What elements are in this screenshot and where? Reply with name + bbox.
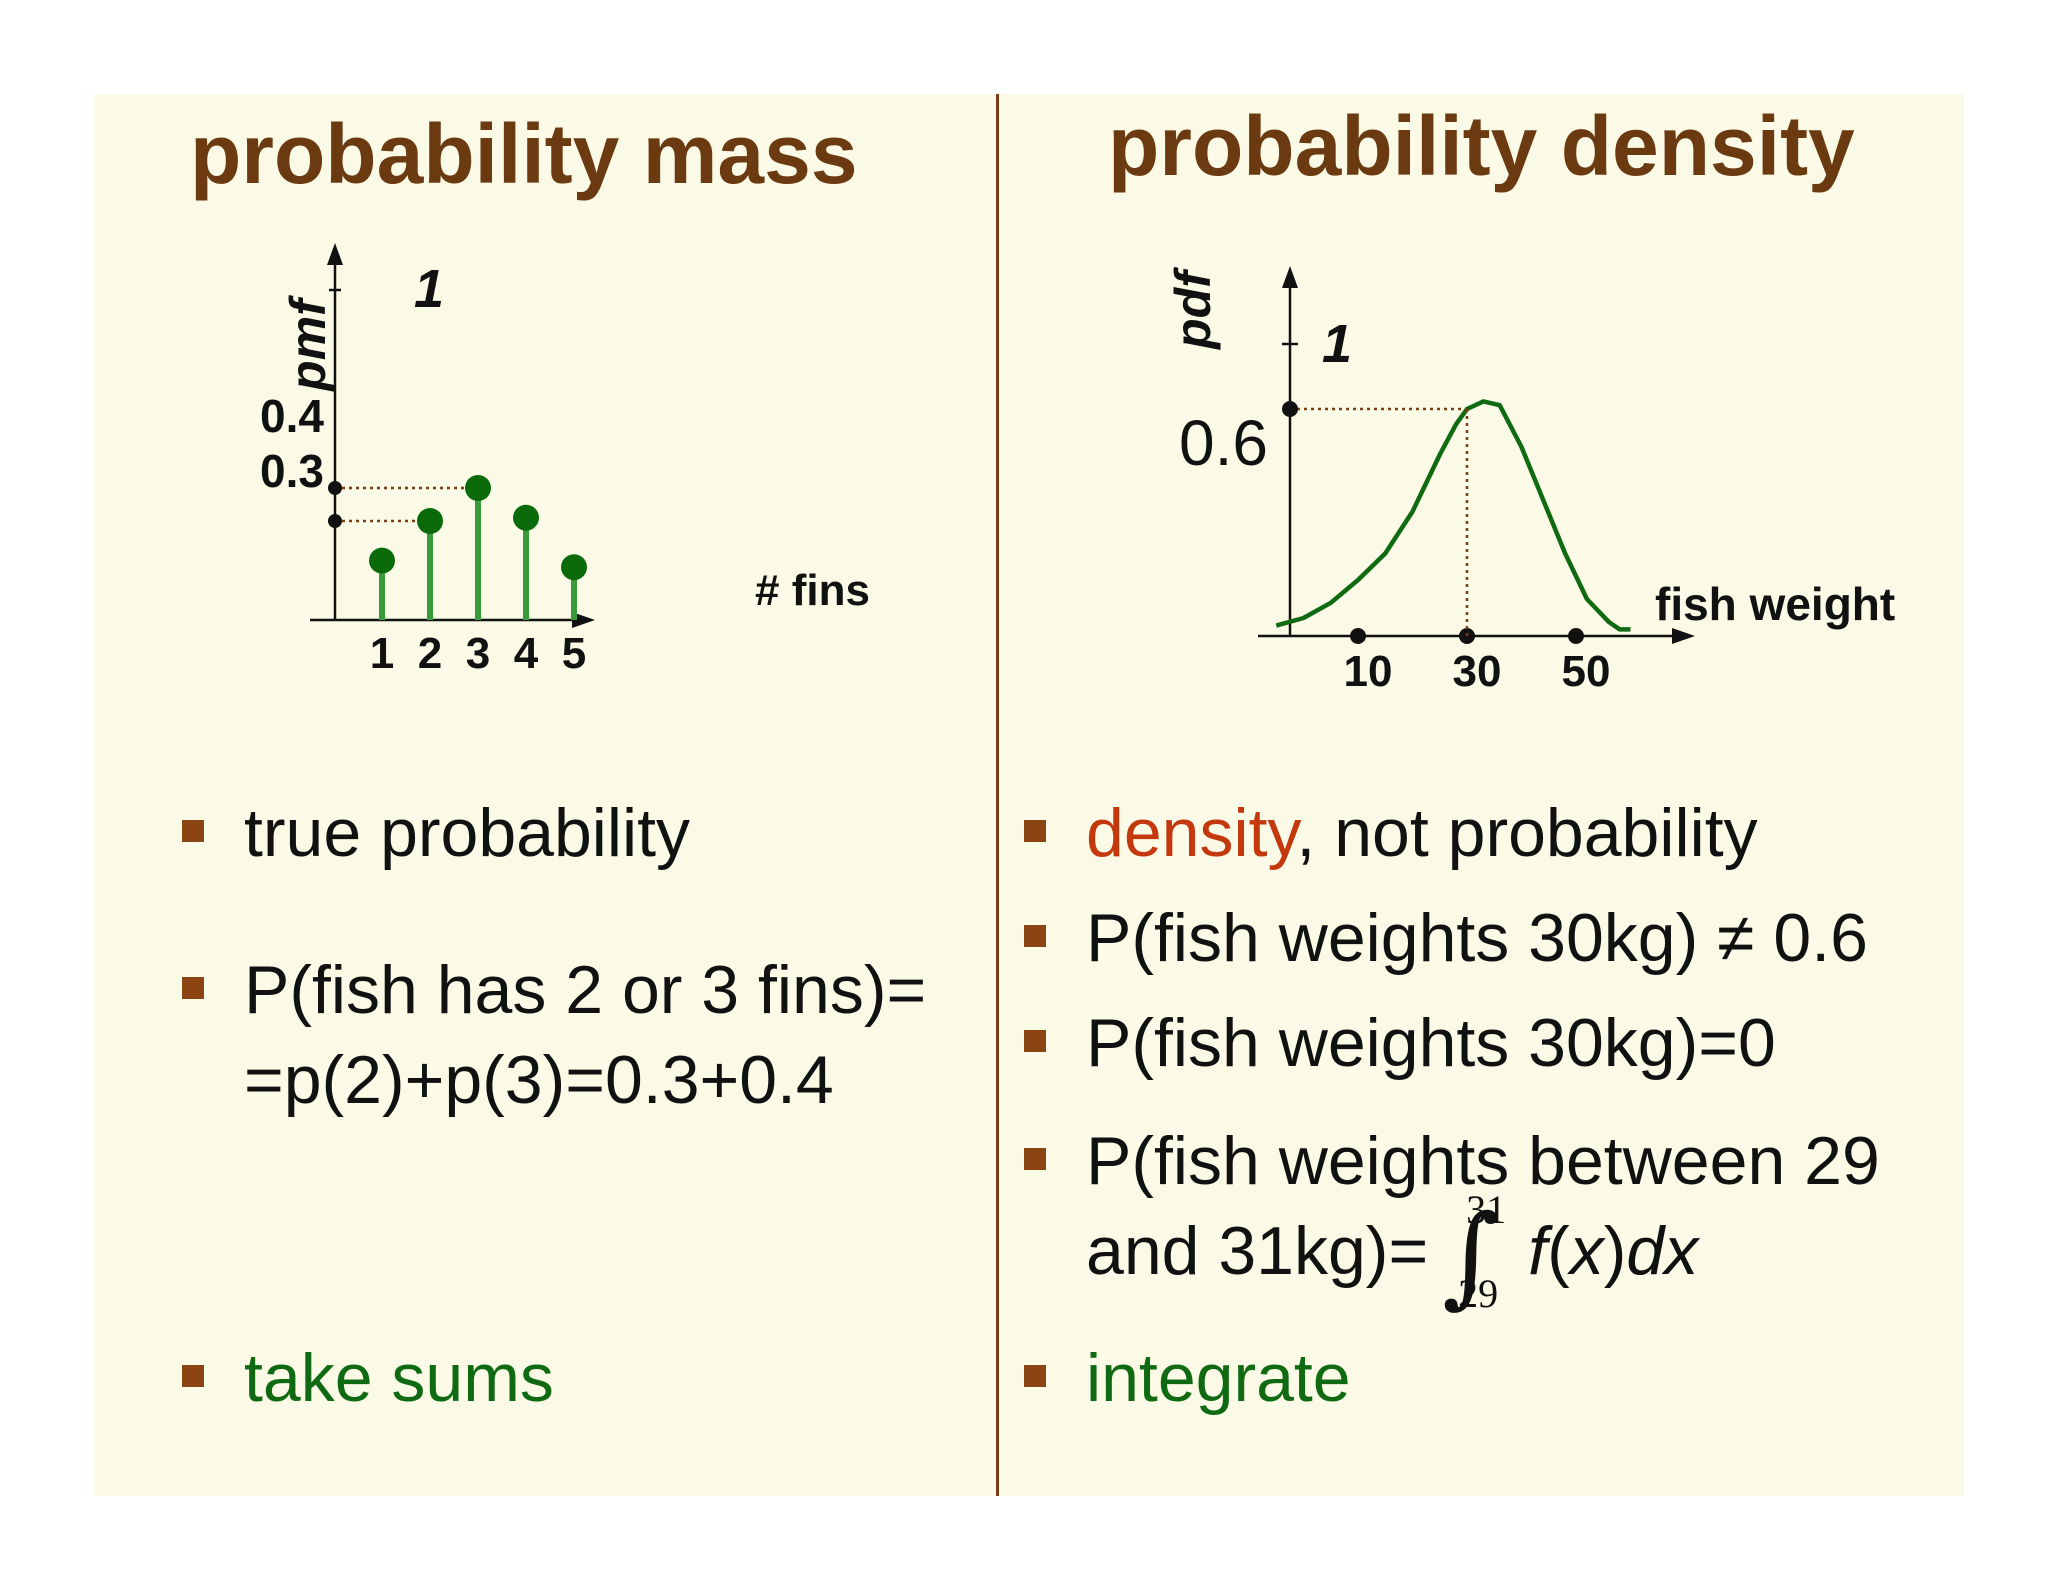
integrand-x: x (1569, 1213, 1604, 1289)
left-bullet-3: take sums (244, 1340, 554, 1416)
integrand-close-paren: ) (1603, 1213, 1627, 1289)
left-bullet-1: true probability (244, 795, 691, 871)
pdf-ytick-06: 0.6 (1179, 407, 1268, 479)
right-bullet-4-line1: P(fish weights between 29 (1086, 1123, 1880, 1199)
bullet-marker (182, 820, 204, 842)
pdf-curve (1275, 399, 1631, 632)
pdf-xtick-50: 50 (1562, 647, 1611, 696)
pmf-y-arrow (327, 243, 343, 265)
integrand-open-paren: ( (1547, 1213, 1570, 1289)
integrand-f: f (1528, 1213, 1548, 1289)
pdf-marks: 10 30 50 (1258, 266, 1695, 696)
pmf-axes (327, 243, 343, 620)
pdf-xtick-dot-50 (1568, 628, 1584, 644)
pmf-ytick-top: 1 (414, 259, 444, 319)
bullet-marker (1024, 1030, 1046, 1052)
bullet-marker (1024, 820, 1046, 842)
pmf-xtick-3: 3 (466, 629, 490, 678)
pdf-xtick-dot-10 (1350, 628, 1366, 644)
left-bullet-2-line2: =p(2)+p(3)=0.3+0.4 (244, 1042, 834, 1118)
pmf-guide-dot (328, 514, 342, 528)
pdf-xlabel: fish weight (1655, 578, 1895, 630)
slide-background (94, 94, 1964, 1496)
pmf-xtick-4: 4 (514, 629, 539, 678)
bullet-marker (182, 977, 204, 999)
integrand-dx: dx (1626, 1213, 1699, 1289)
integral-lower-limit: 29 (1458, 1271, 1499, 1316)
pmf-xtick-5: 5 (562, 629, 586, 678)
pdf-chart: pdf 1 0.6 fish weight 10 30 50 (1165, 266, 1895, 696)
right-bullet-4-line2-text: and 31kg)= (1086, 1213, 1429, 1289)
pmf-guide-dot (328, 481, 342, 495)
pmf-xtick-1: 1 (370, 629, 394, 678)
pmf-point-4 (513, 504, 539, 531)
right-bullet-2: P(fish weights 30kg) ≠ 0.6 (1086, 900, 1868, 976)
left-bullet-2-line1: P(fish has 2 or 3 fins)= (244, 952, 927, 1028)
pmf-point-1 (369, 547, 395, 574)
bullet-marker (1024, 1365, 1046, 1387)
integral-symbol: ∫ 31 29 (1442, 1187, 1507, 1319)
right-bullet-4-line2: and 31kg)= ∫ 31 29 f(x)dx (1086, 1187, 1699, 1319)
pdf-x-arrow (1672, 628, 1695, 644)
pdf-y-arrow (1282, 266, 1298, 288)
right-heading: probability density (1108, 99, 1855, 193)
integral-upper-limit: 31 (1466, 1187, 1507, 1232)
density-highlight: density (1086, 795, 1297, 871)
bullet-marker (1024, 1148, 1046, 1170)
pmf-x-arrow (572, 612, 595, 628)
right-bullet-3: P(fish weights 30kg)=0 (1086, 1005, 1776, 1081)
pdf-ylabel: pdf (1165, 267, 1221, 351)
pdf-xtick-30: 30 (1453, 647, 1502, 696)
left-heading: probability mass (190, 107, 858, 201)
bullet-marker (1024, 925, 1046, 947)
right-bullet-1-rest: , not probability (1296, 795, 1758, 871)
right-bullet-1: density, not probability (1086, 788, 1758, 878)
pmf-ylabel: pmf (280, 295, 336, 393)
pmf-ytick-04: 0.4 (260, 390, 324, 442)
right-bullet-5: integrate (1086, 1340, 1351, 1416)
pmf-ytick-03: 0.3 (260, 445, 324, 497)
pdf-guide-dot (1282, 401, 1298, 417)
pmf-point-3 (465, 475, 491, 501)
pmf-xlabel: # fins (755, 566, 870, 615)
pmf-xtick-2: 2 (418, 629, 442, 678)
bullet-marker (182, 1365, 204, 1387)
pmf-point-5 (561, 554, 587, 581)
column-divider (996, 94, 999, 1496)
pmf-point-2 (417, 508, 443, 534)
pdf-xtick-10: 10 (1344, 647, 1393, 696)
pdf-ytick-top: 1 (1322, 314, 1352, 374)
